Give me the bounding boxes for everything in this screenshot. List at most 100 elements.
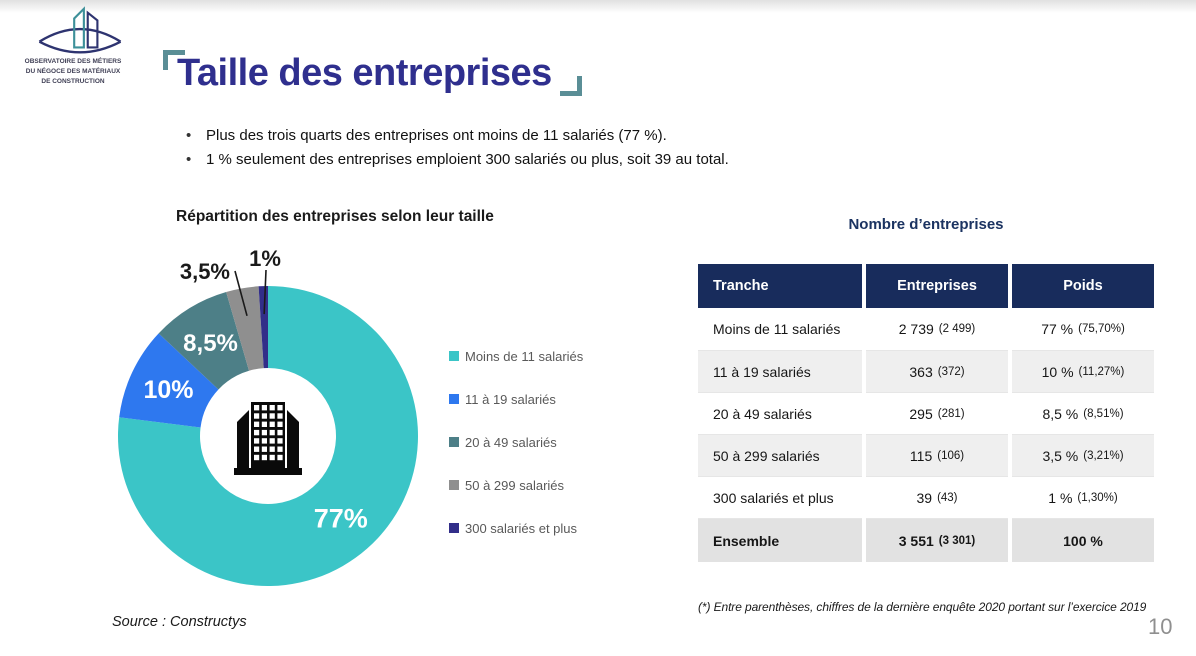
cell-value: 11 à 19 salariés <box>713 363 811 380</box>
cell-value: 295 <box>909 405 933 422</box>
cell-value: Poids <box>1063 278 1103 294</box>
cell-note: (43) <box>937 491 958 504</box>
donut-chart: 77% 10% 8,5% 3,5% 1% <box>117 246 418 586</box>
entreprises-table: Tranche Entreprises Poids Moins de 11 salar… <box>698 264 1154 562</box>
table-cell-entreprises: 39 (43) <box>866 476 1008 518</box>
table-title: Nombre d’entreprises <box>848 216 1004 233</box>
building-icon-part <box>277 429 283 436</box>
building-icon-part <box>269 454 275 461</box>
building-icon-part <box>254 446 260 452</box>
building-icon-part <box>237 410 249 468</box>
table-cell-tranche: 11 à 19 salariés <box>698 350 862 392</box>
logo-tower-navy <box>86 10 99 49</box>
logo-eye-lower <box>38 40 122 54</box>
cell-value: Tranche <box>713 278 769 294</box>
building-icon-part <box>269 421 275 427</box>
building-icon-part <box>261 421 267 427</box>
table-cell-poids-total: 100 % <box>1012 518 1154 562</box>
cell-value: 363 <box>909 363 933 380</box>
building-icon-part <box>261 438 267 444</box>
building-icon-part <box>277 421 283 427</box>
building-icon <box>234 402 302 475</box>
legend-item: 300 salariés et plus <box>449 520 583 536</box>
slice-label-0: 77% <box>314 504 368 534</box>
building-icon-part <box>277 405 283 411</box>
cell-value: Entreprises <box>897 278 977 294</box>
building-icon-part <box>254 454 260 461</box>
cell-note: (3 301) <box>938 534 976 547</box>
legend-swatch-icon <box>449 437 459 447</box>
bullet-list: Plus des trois quarts des entreprises on… <box>184 124 729 172</box>
table-cell-entreprises-header: Entreprises <box>866 264 1008 308</box>
building-icon-part <box>269 405 275 411</box>
cell-note: (75,70%) <box>1078 323 1125 335</box>
table-cell-entreprises: 363 (372) <box>866 350 1008 392</box>
table-header-row: Tranche Entreprises Poids <box>698 264 1154 308</box>
cell-value: 39 <box>916 489 933 506</box>
title-block: Taille des entreprises <box>163 50 582 96</box>
page-number: 10 <box>1148 614 1173 639</box>
table-cell-entreprises: 2 739 (2 499) <box>866 308 1008 350</box>
building-icon-part <box>261 413 267 419</box>
page-title: Taille des entreprises <box>177 52 552 94</box>
cell-value: Moins de 11 salariés <box>713 321 841 337</box>
legend-label: 20 à 49 salariés <box>465 434 557 450</box>
table-row: 50 à 299 salariés 115 (106) 3,5 % (3,21%) <box>698 434 1154 476</box>
building-icon-part <box>261 446 267 452</box>
legend-swatch-icon <box>449 480 459 490</box>
legend-label: 11 à 19 salariés <box>465 391 556 407</box>
table-cell-poids: 10 % (11,27%) <box>1012 350 1154 392</box>
cell-note: (3,21%) <box>1083 449 1124 462</box>
table-total-row: Ensemble 3 551 (3 301) 100 % <box>698 518 1154 562</box>
cell-value: 115 <box>909 447 933 464</box>
legend-label: Moins de 11 salariés <box>465 348 584 364</box>
building-icon-part <box>277 413 283 419</box>
building-icon-part <box>287 410 299 468</box>
building-icon-part <box>277 454 283 461</box>
legend-label: 300 salariés et plus <box>465 520 578 536</box>
slice-label-3: 3,5% <box>180 259 230 284</box>
table-cell-entreprises: 295 (281) <box>866 392 1008 434</box>
chart-title: Répartition des entreprises selon leur t… <box>176 208 494 225</box>
building-icon-part <box>277 446 283 452</box>
cell-value: 10 % <box>1041 363 1074 380</box>
pie-slice-2 <box>158 291 250 390</box>
building-icon-part <box>254 438 260 444</box>
cell-note: (11,27%) <box>1078 365 1125 378</box>
building-icon-part <box>254 405 260 411</box>
table-cell-tranche: 300 salariés et plus <box>698 476 862 518</box>
logo-caption-line: DU NÉGOCE DES MATÉRIAUX <box>25 68 121 75</box>
table-cell-entreprises: 115 (106) <box>866 434 1008 476</box>
building-icon-part <box>269 438 275 444</box>
cell-note: (1,30%) <box>1077 491 1118 504</box>
source-note: Source : Constructys <box>112 614 247 630</box>
building-icon-part <box>261 405 267 411</box>
legend-swatch-icon <box>449 523 459 533</box>
table-cell-tranche-header: Tranche <box>698 264 862 308</box>
cell-value: 300 salariés et plus <box>713 489 834 506</box>
logo-tower-teal <box>73 6 85 49</box>
table-cell-tranche-total: Ensemble <box>698 518 862 562</box>
table-cell-poids: 77 % (75,70%) <box>1012 308 1154 350</box>
slice-leader-line-3 <box>234 270 248 317</box>
building-icon-part <box>254 429 260 436</box>
table-cell-tranche: Moins de 11 salariés <box>698 308 862 350</box>
footnote: (*) Entre parenthèses, chiffres de la de… <box>698 600 1147 614</box>
building-icon-part <box>269 413 275 419</box>
legend-item: 50 à 299 salariés <box>449 478 583 493</box>
table-body: Moins de 11 salariés 2 739 (2 499) 77 % (75,… <box>698 308 1154 518</box>
building-icon-part <box>261 454 267 461</box>
cell-value: Ensemble <box>713 532 780 549</box>
pie-slice-4 <box>258 286 268 369</box>
building-icon-part <box>254 421 260 427</box>
table-cell-entreprises-total: 3 551 (3 301) <box>866 518 1008 562</box>
cell-note: (106) <box>937 449 965 462</box>
building-icon-part <box>269 446 275 452</box>
legend-item: Moins de 11 salariés <box>449 348 584 364</box>
top-edge-shadow <box>0 0 1196 13</box>
cell-value: 100 % <box>1063 532 1103 549</box>
cell-note: (2 499) <box>938 323 976 335</box>
table-cell-poids: 1 % (1,30%) <box>1012 476 1154 518</box>
legend-swatch-icon <box>449 351 459 361</box>
